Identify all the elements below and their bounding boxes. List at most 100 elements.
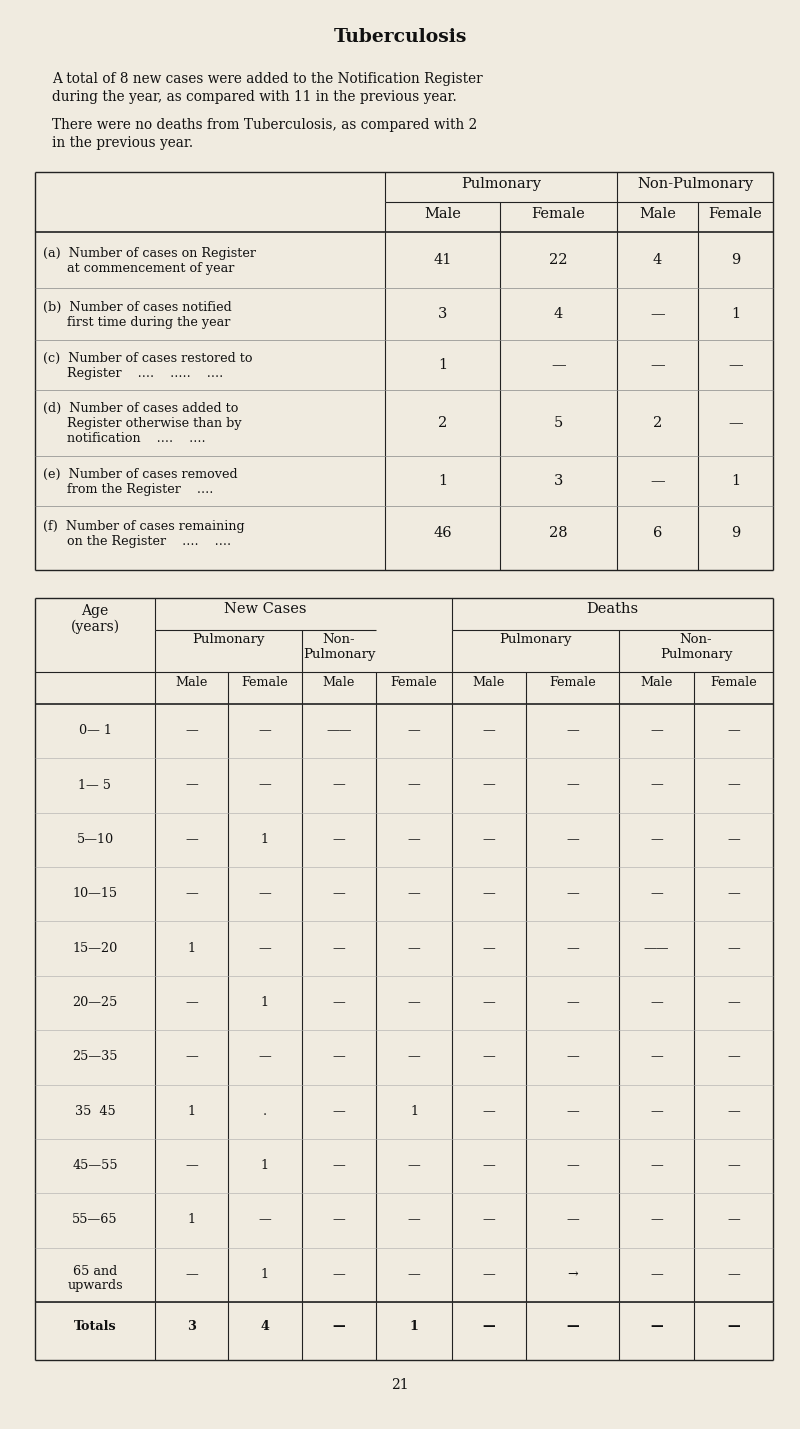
Text: —: — [566, 1105, 579, 1117]
Text: 1— 5: 1— 5 [78, 779, 111, 792]
Text: Female: Female [549, 676, 596, 689]
Text: 35  45: 35 45 [74, 1105, 115, 1117]
Text: —: — [566, 833, 579, 846]
Text: Deaths: Deaths [586, 602, 638, 616]
Text: —: — [727, 996, 740, 1009]
Text: 3: 3 [554, 474, 563, 487]
Text: —: — [650, 359, 665, 372]
Text: ——: —— [644, 942, 670, 955]
Text: —: — [482, 1105, 495, 1117]
Text: Female: Female [532, 207, 586, 221]
Text: —: — [185, 887, 198, 900]
Text: —: — [408, 1268, 420, 1280]
Text: 3: 3 [187, 1320, 196, 1333]
Text: —: — [566, 1159, 579, 1172]
Text: —: — [727, 1268, 740, 1280]
Text: —: — [566, 942, 579, 955]
Text: Totals: Totals [74, 1320, 116, 1333]
Text: —: — [650, 1159, 663, 1172]
Text: —: — [185, 1159, 198, 1172]
Text: 55—65: 55—65 [72, 1213, 118, 1226]
Text: —: — [727, 725, 740, 737]
Text: upwards: upwards [67, 1279, 123, 1292]
Text: —: — [727, 1213, 740, 1226]
Text: 45—55: 45—55 [72, 1159, 118, 1172]
Text: 1: 1 [261, 1268, 269, 1280]
Text: during the year, as compared with 11 in the previous year.: during the year, as compared with 11 in … [52, 90, 457, 104]
Text: —: — [566, 725, 579, 737]
Text: —: — [727, 779, 740, 792]
Text: —: — [408, 942, 420, 955]
Text: —: — [551, 359, 566, 372]
Text: —: — [258, 942, 271, 955]
Text: 1: 1 [731, 307, 740, 322]
Text: 4: 4 [261, 1320, 270, 1333]
Text: —: — [650, 1105, 663, 1117]
Text: —: — [408, 1050, 420, 1063]
Text: —: — [408, 725, 420, 737]
Text: —: — [482, 942, 495, 955]
Text: —: — [482, 887, 495, 900]
Text: 21: 21 [391, 1378, 409, 1392]
Text: 2: 2 [653, 416, 662, 430]
Text: 6: 6 [653, 526, 662, 540]
Text: —: — [650, 725, 663, 737]
Text: —: — [185, 725, 198, 737]
Text: Pulmonary: Pulmonary [499, 633, 572, 646]
Text: —: — [728, 416, 743, 430]
Text: —: — [408, 779, 420, 792]
Text: ——: —— [326, 725, 352, 737]
Text: 15—20: 15—20 [72, 942, 118, 955]
Text: 41: 41 [434, 253, 452, 267]
Text: —: — [728, 359, 743, 372]
Text: (d)  Number of cases added to: (d) Number of cases added to [43, 402, 238, 414]
Text: —: — [566, 1320, 579, 1333]
Text: 10—15: 10—15 [73, 887, 118, 900]
Text: —: — [185, 833, 198, 846]
Text: —: — [333, 1105, 346, 1117]
Text: —: — [482, 725, 495, 737]
Text: 1: 1 [187, 1213, 195, 1226]
Text: —: — [727, 942, 740, 955]
Text: —: — [727, 1159, 740, 1172]
Text: Male: Male [640, 676, 673, 689]
Text: —: — [258, 779, 271, 792]
Text: New Cases: New Cases [224, 602, 306, 616]
Text: 1: 1 [438, 474, 447, 487]
Text: —: — [650, 474, 665, 487]
Text: Male: Male [175, 676, 208, 689]
Text: —: — [333, 779, 346, 792]
Text: Non-
Pulmonary: Non- Pulmonary [302, 633, 375, 662]
Text: —: — [333, 1320, 346, 1333]
Text: 4: 4 [554, 307, 563, 322]
Text: —: — [566, 996, 579, 1009]
Text: Pulmonary: Pulmonary [461, 177, 541, 191]
Text: 1: 1 [261, 1159, 269, 1172]
Text: —: — [727, 1050, 740, 1063]
Text: —: — [333, 996, 346, 1009]
Text: Register otherwise than by: Register otherwise than by [43, 417, 242, 430]
Text: 20—25: 20—25 [72, 996, 118, 1009]
Text: 1: 1 [410, 1105, 418, 1117]
Text: Male: Male [424, 207, 461, 221]
Text: Male: Male [323, 676, 355, 689]
Text: 1: 1 [187, 1105, 195, 1117]
Text: 65 and: 65 and [73, 1265, 117, 1278]
Text: first time during the year: first time during the year [43, 316, 230, 329]
Text: —: — [408, 996, 420, 1009]
Text: Female: Female [709, 207, 762, 221]
Text: —: — [482, 1268, 495, 1280]
Text: on the Register    ....    ....: on the Register .... .... [43, 534, 231, 547]
Text: 3: 3 [438, 307, 447, 322]
Text: notification    ....    ....: notification .... .... [43, 432, 206, 444]
Text: Female: Female [710, 676, 757, 689]
Text: —: — [258, 1213, 271, 1226]
Text: (a)  Number of cases on Register: (a) Number of cases on Register [43, 246, 256, 260]
Text: —: — [650, 996, 663, 1009]
Text: at commencement of year: at commencement of year [43, 262, 234, 274]
Text: —: — [482, 1159, 495, 1172]
Text: 22: 22 [550, 253, 568, 267]
Text: —: — [650, 833, 663, 846]
Text: —: — [482, 779, 495, 792]
Text: —: — [408, 1159, 420, 1172]
